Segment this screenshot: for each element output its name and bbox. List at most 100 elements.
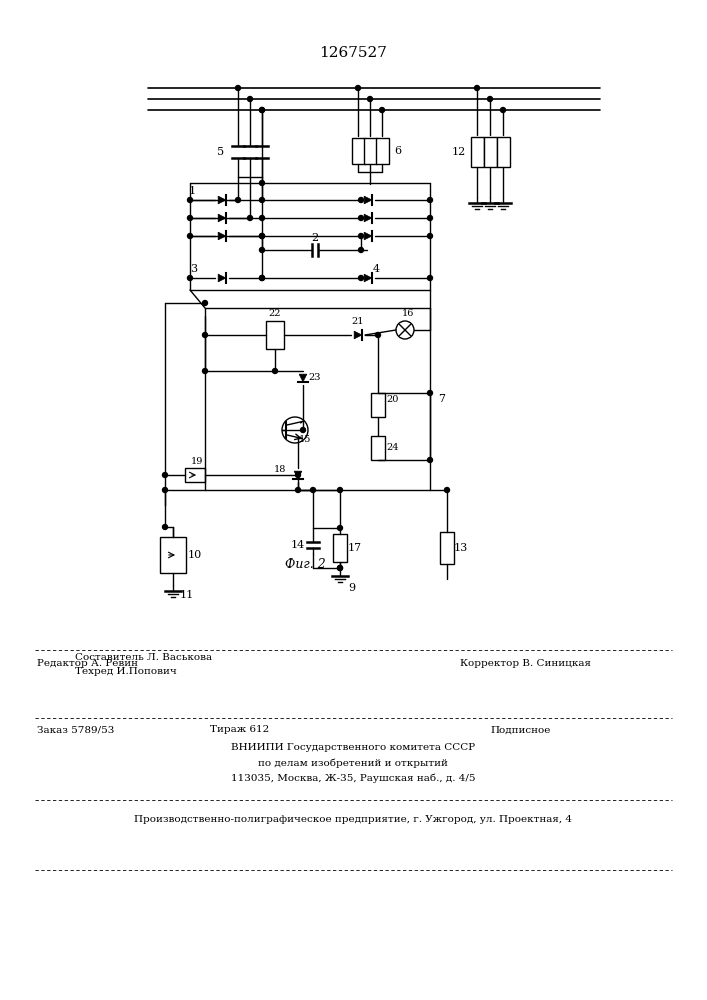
Circle shape — [187, 216, 192, 221]
Bar — [364, 138, 377, 164]
Text: 1: 1 — [189, 186, 196, 196]
Bar — [371, 393, 385, 417]
Text: Подписное: Подписное — [490, 726, 550, 734]
Text: 12: 12 — [452, 147, 466, 157]
Circle shape — [358, 216, 363, 221]
Text: 11: 11 — [180, 590, 194, 600]
Bar — [484, 137, 497, 167]
Circle shape — [358, 247, 363, 252]
Text: Корректор В. Синицкая: Корректор В. Синицкая — [460, 660, 591, 668]
Bar — [333, 534, 347, 562]
Circle shape — [272, 368, 278, 373]
Circle shape — [259, 216, 264, 221]
Text: Тираж 612: Тираж 612 — [211, 726, 269, 734]
Circle shape — [259, 107, 264, 112]
Text: 22: 22 — [269, 308, 281, 318]
Bar — [471, 137, 484, 167]
Bar — [352, 138, 365, 164]
Bar — [371, 436, 385, 460]
Bar — [160, 537, 186, 573]
Text: 24: 24 — [387, 444, 399, 452]
Text: 4: 4 — [373, 264, 380, 274]
Polygon shape — [299, 374, 307, 382]
Circle shape — [428, 275, 433, 280]
Text: 19: 19 — [191, 458, 203, 466]
Circle shape — [259, 275, 264, 280]
Circle shape — [247, 97, 252, 102]
Polygon shape — [218, 274, 226, 282]
Text: Фиг. 2: Фиг. 2 — [285, 558, 325, 572]
Text: по делам изобретений и открытий: по делам изобретений и открытий — [258, 758, 448, 768]
Circle shape — [310, 488, 315, 492]
Circle shape — [259, 198, 264, 202]
Text: 16: 16 — [402, 310, 414, 318]
Circle shape — [445, 488, 450, 492]
Text: Производственно-полиграфическое предприятие, г. Ужгород, ул. Проектная, 4: Производственно-полиграфическое предприя… — [134, 816, 572, 824]
Polygon shape — [364, 214, 372, 222]
Circle shape — [428, 198, 433, 202]
Text: 20: 20 — [387, 394, 399, 403]
Text: Составитель Л. Васькова: Составитель Л. Васькова — [75, 652, 212, 662]
Text: 23: 23 — [309, 373, 321, 382]
Circle shape — [259, 247, 264, 252]
Circle shape — [337, 566, 342, 570]
Text: 9: 9 — [349, 583, 356, 593]
Text: Техред И.Попович: Техред И.Попович — [75, 668, 177, 676]
Text: 5: 5 — [218, 147, 225, 157]
Text: 14: 14 — [291, 540, 305, 550]
Text: Редактор А. Ревин: Редактор А. Ревин — [37, 660, 138, 668]
Circle shape — [187, 275, 192, 280]
Text: 10: 10 — [188, 550, 202, 560]
Circle shape — [163, 473, 168, 478]
Circle shape — [300, 428, 305, 432]
Polygon shape — [218, 196, 226, 204]
Circle shape — [163, 488, 168, 492]
Circle shape — [428, 458, 433, 462]
Polygon shape — [364, 274, 372, 282]
Circle shape — [488, 97, 493, 102]
Bar — [185, 468, 205, 482]
Text: 2: 2 — [312, 233, 319, 243]
Circle shape — [202, 300, 207, 306]
Circle shape — [247, 216, 252, 221]
Text: ВНИИПИ Государственного комитета СССР: ВНИИПИ Государственного комитета СССР — [231, 744, 475, 752]
Bar — [376, 138, 389, 164]
Circle shape — [375, 332, 380, 338]
Circle shape — [358, 233, 363, 238]
Circle shape — [163, 524, 168, 530]
Circle shape — [187, 233, 192, 238]
Text: 113035, Москва, Ж-35, Раушская наб., д. 4/5: 113035, Москва, Ж-35, Раушская наб., д. … — [230, 773, 475, 783]
Circle shape — [259, 107, 264, 112]
Text: Заказ 5789/53: Заказ 5789/53 — [37, 726, 115, 734]
Circle shape — [356, 86, 361, 91]
Circle shape — [259, 233, 264, 238]
Circle shape — [235, 86, 240, 91]
Bar — [497, 137, 510, 167]
Polygon shape — [218, 214, 226, 222]
Circle shape — [296, 488, 300, 492]
Text: 18: 18 — [274, 466, 286, 475]
Text: 15: 15 — [299, 436, 311, 444]
Polygon shape — [354, 331, 362, 339]
Bar — [266, 321, 284, 349]
Circle shape — [296, 473, 300, 478]
Text: 21: 21 — [352, 318, 364, 326]
Circle shape — [187, 198, 192, 202]
Circle shape — [501, 107, 506, 112]
Text: 3: 3 — [190, 264, 197, 274]
Circle shape — [259, 180, 264, 186]
Circle shape — [235, 198, 240, 202]
Circle shape — [259, 275, 264, 280]
Circle shape — [428, 390, 433, 395]
Circle shape — [358, 198, 363, 202]
Circle shape — [380, 107, 385, 112]
Polygon shape — [364, 196, 372, 204]
Bar — [440, 532, 454, 564]
Text: 1267527: 1267527 — [319, 46, 387, 60]
Text: 13: 13 — [454, 543, 468, 553]
Text: 6: 6 — [395, 146, 402, 156]
Circle shape — [337, 526, 342, 530]
Text: 17: 17 — [348, 543, 362, 553]
Circle shape — [368, 97, 373, 102]
Circle shape — [358, 275, 363, 280]
